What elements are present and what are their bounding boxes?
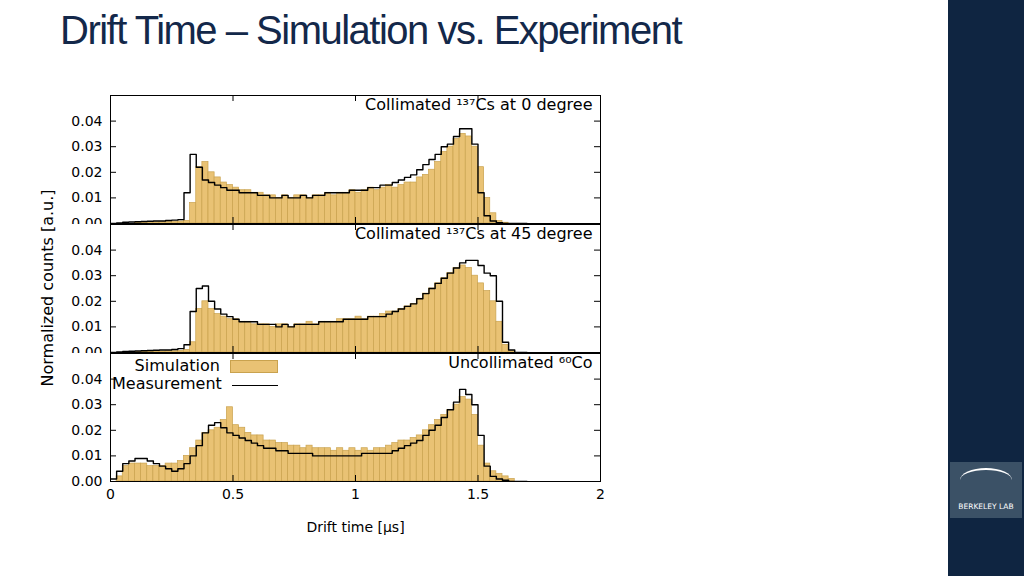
svg-text:1.5: 1.5 bbox=[467, 486, 489, 502]
svg-text:0.5: 0.5 bbox=[222, 486, 244, 502]
svg-text:0.00: 0.00 bbox=[71, 473, 102, 489]
html-text:Measurement: Measurement bbox=[112, 374, 222, 393]
svg-text:0.04: 0.04 bbox=[71, 371, 102, 387]
html-text:Drift Time – Simulation vs. Ex: Drift Time – Simulation vs. Experiment bbox=[60, 8, 681, 52]
html-text:BERKELEY LAB: BERKELEY LAB bbox=[958, 502, 1014, 511]
svg-text:0.00: 0.00 bbox=[71, 215, 102, 224]
svg-text:1: 1 bbox=[351, 486, 360, 502]
svg-text:0.02: 0.02 bbox=[71, 422, 102, 438]
svg-text:0.04: 0.04 bbox=[71, 242, 102, 258]
svg-text:Collimated ¹³⁷Cs at 45 degree: Collimated ¹³⁷Cs at 45 degree bbox=[355, 224, 593, 243]
svg-text:2: 2 bbox=[596, 486, 605, 502]
svg-text:0.04: 0.04 bbox=[71, 113, 102, 129]
svg-text:0.03: 0.03 bbox=[71, 138, 102, 154]
svg-text:Uncollimated ⁶⁰Co: Uncollimated ⁶⁰Co bbox=[448, 353, 592, 372]
html-text:Simulation: Simulation bbox=[134, 356, 220, 375]
svg-text:0.01: 0.01 bbox=[71, 318, 102, 334]
svg-text:Collimated ¹³⁷Cs at 0 degree: Collimated ¹³⁷Cs at 0 degree bbox=[365, 95, 592, 114]
svg-text:0.00: 0.00 bbox=[71, 344, 102, 353]
svg-text:0.03: 0.03 bbox=[71, 396, 102, 412]
svg-text:0.03: 0.03 bbox=[71, 267, 102, 283]
svg-text:0: 0 bbox=[106, 486, 115, 502]
svg-text:0.01: 0.01 bbox=[71, 189, 102, 205]
svg-text:0.01: 0.01 bbox=[71, 447, 102, 463]
svg-text:Drift time [μs]: Drift time [μs] bbox=[306, 519, 404, 535]
html-text:Normalized counts [a.u.]: Normalized counts [a.u.] bbox=[37, 189, 57, 387]
svg-text:0.02: 0.02 bbox=[71, 293, 102, 309]
svg-text:0.02: 0.02 bbox=[71, 164, 102, 180]
